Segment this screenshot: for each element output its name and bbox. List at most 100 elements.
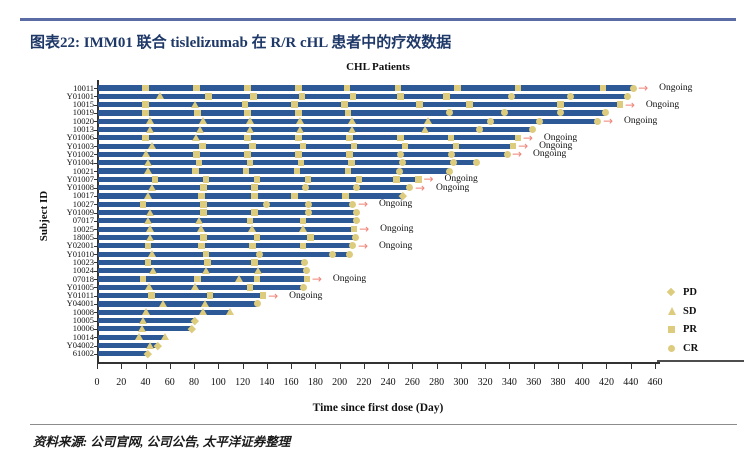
pr-marker [342,192,349,200]
sd-marker [192,133,201,141]
pr-marker [447,134,455,142]
x-tick [363,364,365,369]
pr-marker [193,151,200,158]
ongoing-arrow-icon: → [357,197,368,212]
legend-label-pr: PR [683,324,697,335]
pr-marker [341,101,348,108]
x-tick [533,364,535,369]
swimmer-bar [97,151,508,158]
pr-marker [416,101,423,108]
subject-label: Y01004 [66,157,94,168]
y-tick [94,88,97,89]
y-tick [94,345,97,347]
pr-marker [142,101,149,108]
cr-marker [594,117,602,125]
pr-marker [144,259,152,266]
pr-marker [397,93,404,100]
x-tick-label: 0 [94,377,100,388]
pr-square-icon [668,326,675,333]
swimmer-bar [97,284,304,290]
x-tick [436,364,438,369]
pr-marker [250,93,257,100]
pr-marker [244,134,251,142]
x-tick [557,364,559,369]
y-tick [94,312,97,314]
y-tick [94,146,97,148]
pr-marker [139,201,147,208]
x-tick-label: 80 [189,377,200,388]
pr-marker [202,176,210,183]
pr-marker [295,84,302,92]
pr-marker [514,84,522,92]
sd-marker [196,125,205,133]
subject-label: 10014 [72,331,94,342]
y-tick [94,121,97,123]
pr-marker [142,109,149,117]
y-tick [94,154,97,156]
y-tick [94,195,97,197]
x-tick-label: 140 [259,377,275,388]
sd-marker [158,299,167,307]
cr-marker [528,126,536,134]
ongoing-label: Ongoing [659,83,693,93]
cr-marker [406,184,414,192]
y-tick [94,303,97,305]
x-tick [655,364,656,369]
ongoing-label: Ongoing [378,199,413,210]
sd-marker [146,341,155,349]
sd-marker [147,250,156,258]
cr-marker [300,258,308,266]
pr-marker [253,234,261,241]
swimmer-bar [97,160,478,166]
swimmer-bar [97,293,264,299]
cr-marker [450,159,458,167]
cr-marker [263,200,271,208]
x-tick [169,364,171,369]
subject-label: 10005 [72,315,94,326]
pr-marker [253,176,261,183]
x-tick [509,364,511,369]
pr-marker [144,242,152,250]
y-tick [94,270,97,272]
pr-marker [192,167,199,175]
x-tick-label: 20 [116,377,127,388]
pr-marker [244,151,251,158]
pr-marker [514,134,522,142]
ongoing-arrow-icon: → [268,288,279,303]
subject-label: Y01006 [66,132,94,143]
ongoing-label: Ongoing [380,224,414,235]
sd-marker [147,183,156,191]
pr-marker [295,134,302,142]
pr-marker [299,142,307,150]
x-tick-label: 360 [526,377,542,388]
x-axis-line [97,362,660,364]
swimmer-bar [97,210,358,216]
subject-label: 10023 [72,256,94,267]
pr-marker [148,292,155,299]
y-tick [94,96,97,98]
footer-rule [30,424,737,425]
subject-label: 10015 [72,99,94,110]
cr-marker [304,209,312,217]
pd-diamond-icon [666,287,676,297]
legend-label-sd: SD [683,306,697,317]
pr-marker [443,93,450,100]
cr-marker [556,109,564,117]
subject-label: 10021 [72,165,94,176]
sd-marker [424,117,433,125]
cr-marker [395,167,403,175]
cr-marker [328,250,336,258]
sd-marker [146,117,155,125]
subject-label: Y02001 [66,240,94,251]
pr-marker [251,259,258,266]
subject-label: Y01007 [66,173,94,184]
pr-marker [200,209,207,216]
pr-marker [241,101,249,108]
cr-marker [396,150,404,158]
subject-label: 10025 [72,223,94,234]
legend-label-cr: CR [683,343,699,354]
sd-marker [143,158,152,166]
subject-label: Y01002 [66,148,94,159]
cr-marker [629,84,637,92]
pr-marker [343,84,351,92]
